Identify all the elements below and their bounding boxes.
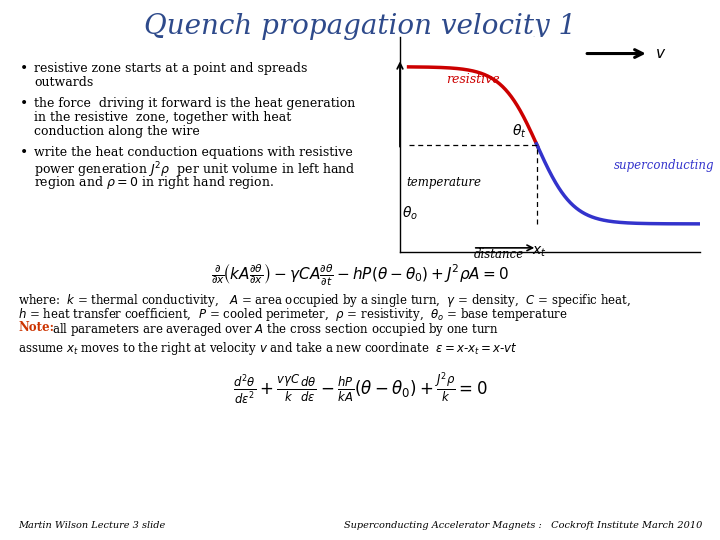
Text: all parameters are averaged over $A$ the cross section occupied by one turn: all parameters are averaged over $A$ the…: [52, 321, 499, 338]
Text: superconducting: superconducting: [614, 159, 715, 172]
Text: •: •: [20, 62, 28, 76]
Text: •: •: [20, 97, 28, 111]
Text: Martin Wilson Lecture 3 slide: Martin Wilson Lecture 3 slide: [18, 521, 166, 530]
Text: •: •: [20, 146, 28, 160]
Text: Quench propagation velocity 1: Quench propagation velocity 1: [144, 13, 576, 40]
Text: resistive: resistive: [446, 73, 500, 86]
Text: power generation $J^2\rho$  per unit volume in left hand: power generation $J^2\rho$ per unit volu…: [34, 160, 356, 180]
Text: distance: distance: [474, 248, 523, 261]
Text: Superconducting Accelerator Magnets :   Cockroft Institute March 2010: Superconducting Accelerator Magnets : Co…: [343, 521, 702, 530]
Text: $\frac{d^2\theta}{d\varepsilon^2} + \frac{v\gamma C}{k}\frac{d\theta}{d\varepsil: $\frac{d^2\theta}{d\varepsilon^2} + \fra…: [233, 370, 487, 406]
Text: $v$: $v$: [655, 46, 666, 60]
Text: region and $\rho= 0$ in right hand region.: region and $\rho= 0$ in right hand regio…: [34, 174, 274, 191]
Text: $h$ = heat transfer coefficient,  $P$ = cooled perimeter,  $\rho$ = resistivity,: $h$ = heat transfer coefficient, $P$ = c…: [18, 306, 567, 323]
Text: the force  driving it forward is the heat generation: the force driving it forward is the heat…: [34, 97, 355, 110]
Text: outwards: outwards: [34, 76, 94, 89]
Text: $x_t$: $x_t$: [532, 245, 546, 259]
Text: Note:: Note:: [18, 321, 54, 334]
Text: resistive zone starts at a point and spreads: resistive zone starts at a point and spr…: [34, 62, 307, 75]
Text: where:  $k$ = thermal conductivity,   $A$ = area occupied by a single turn,  $\g: where: $k$ = thermal conductivity, $A$ =…: [18, 292, 631, 309]
Text: temperature: temperature: [406, 176, 482, 189]
Text: assume $x_t$ moves to the right at velocity $v$ and take a new coordinate  $\var: assume $x_t$ moves to the right at veloc…: [18, 340, 518, 357]
Text: $\frac{\partial}{\partial x}\!\left(kA\frac{\partial\theta}{\partial x}\right) -: $\frac{\partial}{\partial x}\!\left(kA\f…: [211, 262, 509, 288]
Text: $\theta_o$: $\theta_o$: [402, 205, 418, 222]
Text: conduction along the wire: conduction along the wire: [34, 125, 199, 138]
Text: write the heat conduction equations with resistive: write the heat conduction equations with…: [34, 146, 353, 159]
Text: in the resistive  zone, together with heat: in the resistive zone, together with hea…: [34, 111, 292, 124]
Text: $\theta_t$: $\theta_t$: [512, 123, 526, 140]
